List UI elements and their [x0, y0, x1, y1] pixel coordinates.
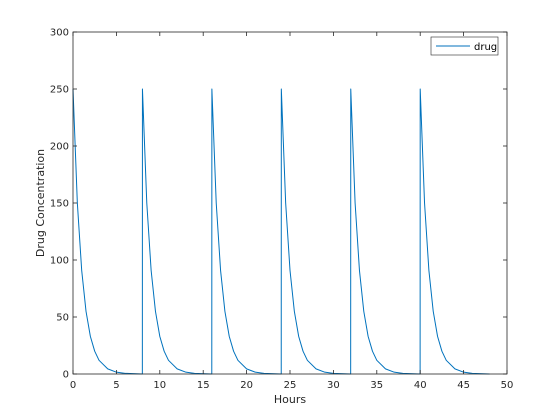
x-tick-label: 35 [370, 380, 383, 391]
x-tick-label: 45 [457, 380, 470, 391]
x-tick-label: 30 [327, 380, 340, 391]
y-tick-label: 200 [50, 142, 69, 153]
y-tick-label: 300 [50, 28, 69, 39]
series-line-drug [72, 88, 490, 375]
x-tick-label: 40 [414, 380, 427, 391]
x-tick-label: 10 [153, 380, 166, 391]
y-tick-label: 50 [56, 313, 69, 324]
y-tick-label: 150 [50, 199, 69, 210]
x-tick-label: 0 [70, 380, 76, 391]
x-tick-label: 50 [501, 380, 514, 391]
y-tick-label: 100 [50, 256, 69, 267]
y-axis-label: Drug Concentration [34, 149, 47, 257]
x-axis-label: Hours [274, 393, 306, 406]
legend-label-drug: drug [474, 42, 497, 53]
plot-area [73, 32, 507, 374]
legend: drug [430, 36, 499, 56]
y-tick-label: 0 [63, 370, 69, 381]
x-tick-label: 5 [113, 380, 119, 391]
y-tick-label: 250 [50, 85, 69, 96]
x-tick-label: 15 [197, 380, 210, 391]
x-tick-label: 20 [240, 380, 253, 391]
x-tick-label: 25 [284, 380, 297, 391]
